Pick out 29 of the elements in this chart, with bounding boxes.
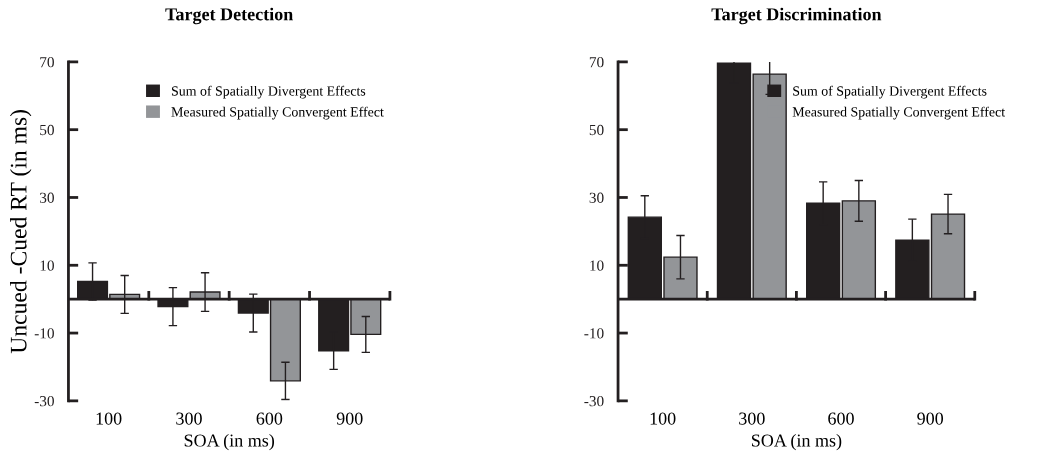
y-tick-label: -30 — [584, 396, 604, 407]
y-tick-label: -30 — [34, 396, 54, 407]
y-tick-label: 50 — [589, 124, 604, 136]
series-label: Measured Spatially Convergent Effect — [792, 106, 1005, 120]
x-tick-label: 600 — [256, 412, 283, 425]
y-tick-label: 30 — [40, 192, 54, 203]
x-tick-label: 100 — [650, 412, 676, 425]
x-tick-label: 100 — [96, 412, 122, 425]
legend-label: Sum of Spatially Divergent Effects — [171, 85, 366, 99]
x-tick-label: 300 — [739, 412, 765, 425]
x-tick-label: 300 — [176, 412, 202, 425]
legend-label: Measured Spatially Convergent Effect — [171, 106, 384, 120]
y-tick-label: -10 — [584, 328, 604, 339]
x-tick-label: 900 — [917, 412, 944, 425]
chart-title: Target Detection — [165, 7, 293, 25]
chart-title: Target Discrimination — [711, 7, 882, 25]
x-tick-label: 900 — [336, 412, 363, 425]
y-tick-label: 70 — [589, 57, 604, 68]
y-axis-title: Uncued -Cued RT (in ms) — [10, 110, 32, 354]
y-tick-label: -10 — [34, 328, 54, 339]
y-tick-label: 70 — [40, 57, 54, 68]
x-axis-title: SOA (in ms) — [184, 433, 275, 451]
y-tick-label: 30 — [589, 192, 604, 203]
x-axis-title: SOA (in ms) — [751, 433, 842, 451]
y-tick-label: 10 — [590, 260, 604, 271]
legend-label: Sum of Spatially Divergent Effects — [793, 85, 987, 99]
y-tick-label: 50 — [40, 124, 54, 136]
y-tick-label: 10 — [40, 260, 54, 271]
x-tick-label: 600 — [828, 412, 854, 425]
